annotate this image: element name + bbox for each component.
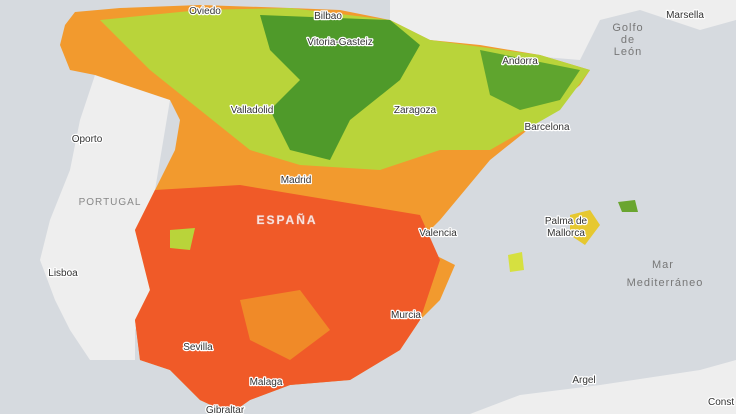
city-label: Marsella xyxy=(666,10,704,21)
city-label: Oporto xyxy=(72,134,103,145)
island xyxy=(508,252,524,272)
city-label: Mallorca xyxy=(547,228,585,239)
sea-label: Mediterráneo xyxy=(627,277,704,289)
green-region xyxy=(260,15,420,160)
city-label: Vitoria-Gasteiz xyxy=(307,37,372,48)
island xyxy=(618,200,638,212)
city-label: Const xyxy=(708,397,734,408)
city-label: Bilbao xyxy=(314,11,342,22)
sea-label: León xyxy=(614,46,642,58)
city-label: Valencia xyxy=(419,228,457,239)
city-label: Malaga xyxy=(250,377,283,388)
city-label: Lisboa xyxy=(48,268,78,279)
city-label: Murcia xyxy=(391,310,421,321)
city-label: Madrid xyxy=(281,175,312,186)
africa xyxy=(0,360,736,414)
city-label: Palma de xyxy=(545,216,588,227)
green-region xyxy=(480,50,580,110)
country-label: PORTUGAL xyxy=(79,197,142,208)
city-label: Andorra xyxy=(502,56,538,67)
city-label: Oviedo xyxy=(189,6,221,17)
sea-label: Golfo xyxy=(612,22,643,34)
city-label: Valladolid xyxy=(231,105,274,116)
city-label: Sevilla xyxy=(183,342,213,353)
sea-label: Mar xyxy=(652,259,674,271)
city-label: Zaragoza xyxy=(394,105,437,116)
city-label: Gibraltar xyxy=(206,405,245,414)
city-label: Argel xyxy=(572,375,595,386)
city-label: Barcelona xyxy=(524,122,569,133)
sea-label: de xyxy=(621,34,635,46)
south-region xyxy=(240,290,330,360)
green-patch xyxy=(170,228,195,250)
island xyxy=(570,210,600,245)
country-label: ESPAÑA xyxy=(256,212,317,227)
portugal xyxy=(40,75,170,360)
